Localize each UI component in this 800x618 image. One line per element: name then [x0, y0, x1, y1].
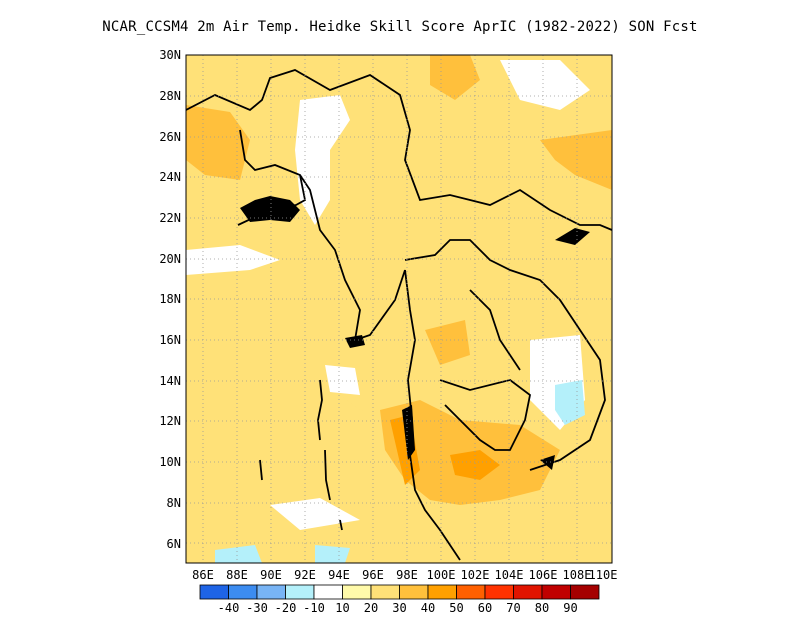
lat-label: 26N — [159, 130, 181, 144]
lat-label: 10N — [159, 455, 181, 469]
colorbar-label: 70 — [506, 601, 520, 615]
colorbar-label: -10 — [303, 601, 325, 615]
river-deltas — [240, 196, 590, 470]
colorbar-swatch — [513, 584, 543, 600]
lon-label: 110E — [589, 568, 618, 582]
lat-label: 12N — [159, 414, 181, 428]
field-near-zero-n — [295, 95, 350, 225]
field-40-50 — [390, 415, 500, 485]
colorbar-label: 20 — [364, 601, 378, 615]
colorbar-label: -20 — [275, 601, 297, 615]
lon-label: 104E — [495, 568, 524, 582]
lat-label: 14N — [159, 374, 181, 388]
colorbar-label: 30 — [392, 601, 406, 615]
lon-label: 96E — [362, 568, 384, 582]
lat-label: 16N — [159, 333, 181, 347]
colorbar-swatch — [541, 584, 571, 600]
lat-label: 22N — [159, 211, 181, 225]
lon-label: 108E — [563, 568, 592, 582]
colorbar-label: -30 — [246, 601, 268, 615]
map-title: NCAR_CCSM4 2m Air Temp. Heidke Skill Sco… — [102, 19, 698, 35]
lon-label: 106E — [529, 568, 558, 582]
lon-label: 98E — [396, 568, 418, 582]
field-30-40-ne — [430, 55, 480, 100]
lat-label: 24N — [159, 170, 181, 184]
longitude-labels: 86E 88E 90E 92E 94E 96E 98E 100E 102E 10… — [192, 568, 617, 582]
field-30-40-e — [540, 130, 612, 190]
lon-label: 100E — [427, 568, 456, 582]
colorbar-swatch — [570, 584, 600, 600]
lat-label: 8N — [167, 496, 181, 510]
lon-label: 88E — [226, 568, 248, 582]
colorbar-swatch — [285, 584, 315, 600]
lon-label: 102E — [461, 568, 490, 582]
colorbar-label: 60 — [478, 601, 492, 615]
lon-label: 92E — [294, 568, 316, 582]
colorbar-swatch — [399, 584, 429, 600]
colorbar-swatch — [256, 584, 286, 600]
lon-label: 86E — [192, 568, 214, 582]
colorbar-swatch — [313, 584, 343, 600]
colorbar-swatch — [199, 584, 229, 600]
shaded-field — [186, 55, 612, 563]
colorbar-swatch — [370, 584, 400, 600]
lat-label: 20N — [159, 252, 181, 266]
lat-label: 30N — [159, 48, 181, 62]
field-neg-10-s — [215, 545, 350, 563]
lon-label: 90E — [260, 568, 282, 582]
lat-label: 18N — [159, 292, 181, 306]
latitude-labels: 30N 28N 26N 24N 22N 20N 18N 16N 14N 12N … — [159, 48, 181, 551]
colorbar-swatch — [427, 584, 457, 600]
field-30-40-th — [425, 320, 470, 365]
colorbar-label: 80 — [535, 601, 549, 615]
colorbar-label: 10 — [335, 601, 349, 615]
colorbar-label: 90 — [563, 601, 577, 615]
colorbar-label: 40 — [421, 601, 435, 615]
lat-label: 28N — [159, 89, 181, 103]
field-near-zero-w — [186, 245, 280, 275]
colorbar-label: 50 — [449, 601, 463, 615]
colorbar-swatch — [484, 584, 514, 600]
field-near-zero-s — [270, 498, 360, 530]
lat-label: 6N — [167, 537, 181, 551]
colorbar-swatch — [228, 584, 258, 600]
field-neg-10 — [555, 380, 585, 425]
field-near-zero-c — [325, 365, 360, 395]
colorbar-swatch — [456, 584, 486, 600]
grid-lines — [186, 55, 612, 563]
field-near-zero-ne — [500, 60, 590, 110]
color-bar: -40 -30 -20 -10 10 20 30 40 50 60 70 80 … — [199, 584, 600, 615]
colorbar-swatch — [342, 584, 372, 600]
plot-frame — [185, 54, 613, 564]
lon-label: 94E — [328, 568, 350, 582]
field-30-40-nw — [186, 105, 250, 180]
colorbar-label: -40 — [218, 601, 240, 615]
